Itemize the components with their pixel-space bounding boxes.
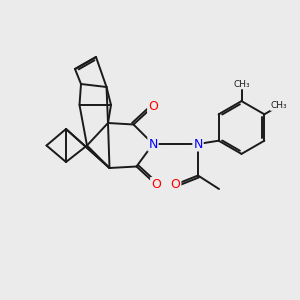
Text: O: O [151,178,161,191]
Text: O: O [148,100,158,113]
Text: N: N [193,137,203,151]
Text: CH₃: CH₃ [271,101,287,110]
Text: N: N [148,137,158,151]
Text: O: O [171,178,180,191]
Text: CH₃: CH₃ [233,80,250,89]
